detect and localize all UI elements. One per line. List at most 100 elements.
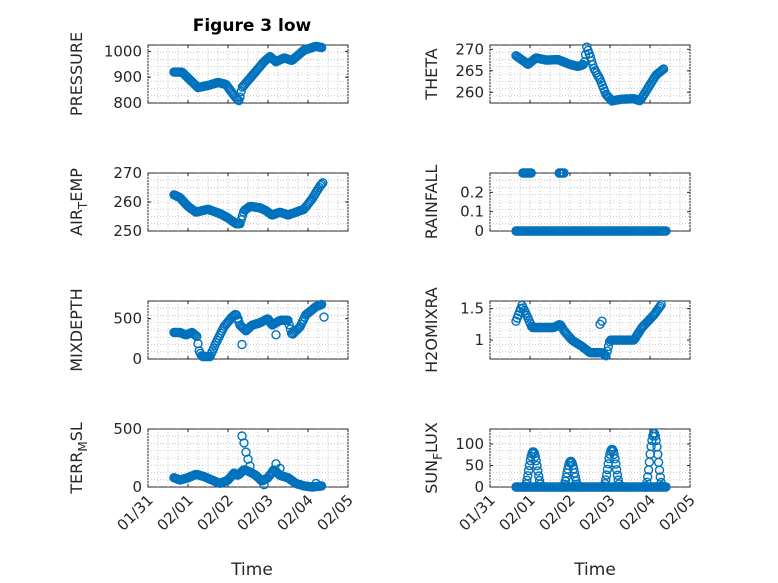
subplot-5: 0 500 MIXDEPTH	[67, 288, 349, 372]
data-point	[316, 179, 327, 189]
y-axis-label-2: THETA	[422, 48, 441, 100]
data-point	[236, 86, 246, 97]
y-tick-label: 250	[113, 222, 142, 240]
data-point	[316, 42, 327, 53]
subplot-6: 1 1.5 H2OMIXRA	[422, 287, 691, 373]
data-point	[271, 330, 281, 340]
data-point	[189, 329, 200, 340]
x-axis-label-right: Time	[573, 560, 616, 580]
data-point	[597, 316, 607, 326]
series-4	[511, 168, 671, 236]
data-point	[661, 226, 671, 236]
data-point	[574, 482, 584, 492]
data-point	[530, 451, 540, 462]
data-point	[601, 475, 611, 485]
series-3	[169, 178, 328, 229]
data-point	[657, 65, 668, 75]
data-point	[316, 299, 327, 310]
data-point	[532, 460, 542, 471]
y-tick-label: 500	[113, 420, 142, 438]
y-tick-label: 0	[132, 478, 142, 496]
data-point	[613, 475, 623, 485]
data-point	[239, 438, 249, 448]
y-axis-label-4: RAINFALL	[422, 165, 441, 240]
data-point	[573, 481, 583, 491]
y-tick-label: 50	[465, 457, 484, 475]
data-point	[602, 464, 613, 475]
data-point	[588, 60, 598, 70]
data-point	[600, 479, 610, 489]
y-tick-label: 100	[455, 435, 484, 453]
y-tick-label: 0	[132, 350, 142, 368]
data-point	[531, 456, 541, 466]
data-point	[319, 312, 329, 322]
y-tick-label: 900	[113, 68, 142, 86]
data-point	[602, 346, 612, 356]
series-2	[511, 42, 669, 106]
data-point	[646, 441, 656, 452]
data-point	[523, 471, 533, 481]
data-point	[190, 330, 201, 341]
data-point	[275, 463, 285, 474]
data-point	[601, 351, 611, 361]
data-point	[316, 481, 327, 491]
data-point	[656, 300, 666, 310]
data-point	[656, 66, 666, 76]
y-tick-label: 1.5	[460, 300, 484, 318]
y-axis-label-5: MIXDEPTH	[67, 288, 86, 371]
data-point	[611, 459, 621, 469]
data-point	[533, 466, 543, 476]
y-tick-label: 270	[113, 164, 142, 182]
data-point	[643, 472, 653, 482]
data-point	[658, 64, 669, 74]
data-point	[235, 92, 245, 102]
data-point	[284, 320, 294, 330]
y-tick-label: 270	[455, 40, 484, 58]
data-point	[245, 461, 255, 471]
data-point	[237, 339, 247, 350]
y-tick-label: 0.2	[460, 183, 484, 201]
data-point	[283, 315, 293, 325]
data-point	[654, 465, 665, 475]
data-point	[650, 431, 660, 441]
data-point	[536, 481, 546, 491]
data-point	[601, 470, 612, 480]
y-axis-label-7: TERRMSL	[67, 422, 90, 495]
data-point	[232, 94, 243, 105]
data-point	[559, 168, 569, 178]
y-tick-label: 1000	[104, 42, 142, 60]
data-point	[311, 478, 321, 489]
data-point	[609, 449, 619, 460]
subplot-4: 00.1 0.2 RAINFALL	[422, 165, 691, 240]
data-point	[611, 465, 622, 475]
y-tick-label: 0	[474, 222, 484, 240]
x-axis-label-left: Time	[230, 560, 273, 580]
grid-4	[489, 173, 691, 231]
data-point	[657, 481, 667, 491]
y-tick-label: 1	[474, 331, 484, 349]
data-point	[633, 329, 643, 339]
y-tick-label: 265	[455, 62, 484, 80]
series-5	[169, 299, 329, 362]
y-axis-label-8: SUNFLUX	[422, 422, 445, 494]
y-axis-label-3: AIRTEMP	[67, 168, 90, 236]
subplot-3: 250 260 270 AIRTEMP	[67, 164, 349, 240]
data-point	[233, 314, 243, 324]
y-axis-label-1: PRESSURE	[67, 32, 86, 116]
data-point	[534, 475, 545, 486]
y-tick-label: 260	[455, 83, 484, 101]
y-tick-label: 0	[474, 478, 484, 496]
data-point	[651, 435, 661, 446]
y-tick-label: 0.1	[460, 203, 484, 221]
data-point	[615, 481, 625, 491]
data-point	[612, 470, 623, 480]
data-point	[642, 477, 652, 487]
subplot-1: 800 900 1000 PRESSURE	[67, 32, 349, 116]
data-point	[655, 301, 665, 312]
series-8	[511, 428, 671, 492]
series-6	[511, 300, 666, 361]
figure-title: Figure 3 low	[193, 16, 312, 36]
data-point	[259, 480, 269, 490]
data-point	[315, 180, 326, 191]
data-point	[655, 472, 665, 482]
